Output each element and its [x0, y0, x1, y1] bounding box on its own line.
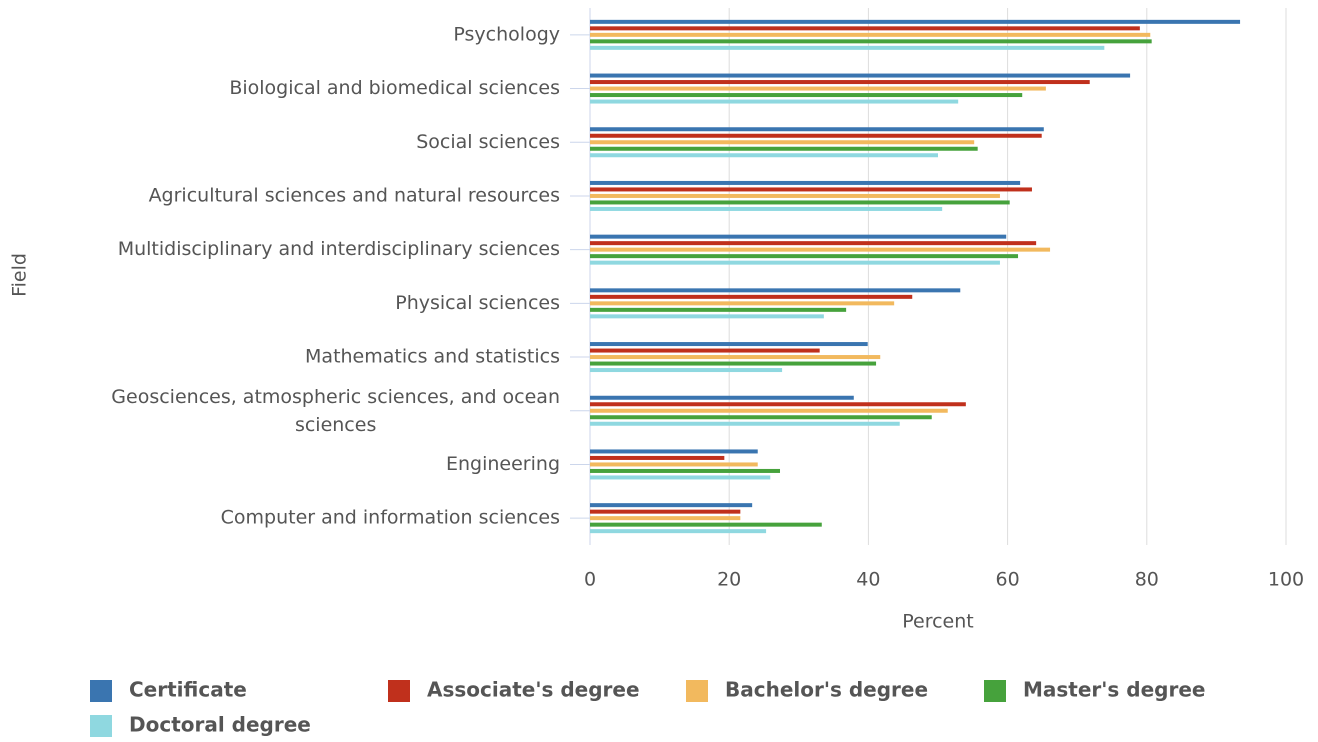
legend-swatch	[90, 715, 112, 737]
bar	[590, 200, 1010, 205]
bar	[590, 247, 1051, 252]
bar	[590, 462, 758, 467]
y-tick-label: Multidisciplinary and interdisciplinary …	[118, 238, 560, 260]
bar	[590, 254, 1019, 259]
bar	[590, 93, 1023, 98]
bar	[590, 475, 771, 480]
bar	[590, 415, 932, 420]
bar	[590, 234, 1007, 239]
x-tick-label: 40	[856, 569, 880, 591]
y-tick-label: Computer and information sciences	[221, 507, 560, 529]
bar	[590, 187, 1032, 192]
bar	[590, 395, 854, 400]
bar	[590, 449, 758, 454]
bar	[590, 19, 1241, 24]
bar	[590, 421, 900, 426]
bar	[590, 503, 753, 508]
bar	[590, 361, 877, 366]
bar	[590, 455, 725, 460]
bar	[590, 307, 847, 312]
legend-label: Associate's degree	[427, 678, 640, 702]
y-axis-label: Field	[9, 253, 31, 297]
legend-swatch	[90, 680, 112, 702]
bar	[590, 133, 1042, 138]
bar	[590, 32, 1151, 37]
bar	[590, 140, 975, 145]
x-tick-label: 0	[584, 569, 596, 591]
legend-swatch	[686, 680, 708, 702]
bar	[590, 516, 741, 521]
legend-swatch	[984, 680, 1006, 702]
bar	[590, 39, 1152, 44]
bar	[590, 529, 767, 534]
bar	[590, 468, 781, 473]
bar	[590, 241, 1037, 246]
x-tick-label: 100	[1268, 569, 1304, 591]
x-tick-label: 80	[1135, 569, 1159, 591]
y-tick-label: Physical sciences	[395, 292, 560, 314]
bar	[590, 368, 783, 373]
bar	[590, 180, 1021, 185]
bar	[590, 294, 913, 299]
bar	[590, 80, 1090, 85]
y-tick-label: Social sciences	[416, 131, 560, 153]
legend-label: Master's degree	[1023, 678, 1205, 702]
x-axis-label: Percent	[902, 611, 974, 633]
y-tick-label: Geosciences, atmospheric sciences, and o…	[111, 385, 560, 435]
bar	[590, 26, 1140, 31]
bar	[590, 86, 1046, 91]
bar	[590, 206, 943, 211]
bar	[590, 355, 881, 360]
bar	[590, 45, 1105, 50]
bar	[590, 99, 959, 104]
bar	[590, 522, 822, 527]
x-tick-label: 20	[717, 569, 741, 591]
bar	[590, 146, 978, 151]
legend-label: Certificate	[129, 678, 247, 702]
bar	[590, 127, 1044, 132]
bar	[590, 348, 820, 353]
bar	[590, 153, 938, 158]
bar	[590, 408, 948, 413]
bar	[590, 402, 966, 407]
bar	[590, 314, 824, 319]
bar	[590, 260, 1000, 265]
y-tick-label: Agricultural sciences and natural resour…	[149, 184, 560, 206]
legend-swatch	[388, 680, 410, 702]
y-tick-label: Mathematics and statistics	[305, 346, 560, 368]
x-tick-label: 60	[996, 569, 1020, 591]
bar	[590, 193, 1000, 198]
bar	[590, 301, 895, 306]
legend-label: Doctoral degree	[129, 713, 311, 737]
bar	[590, 288, 961, 293]
y-tick-label: Psychology	[453, 23, 560, 45]
y-tick-label: Biological and biomedical sciences	[229, 77, 560, 99]
bar	[590, 509, 741, 514]
legend-label: Bachelor's degree	[725, 678, 928, 702]
bar	[590, 342, 868, 347]
bar	[590, 73, 1131, 78]
y-tick-label: Engineering	[446, 453, 560, 475]
